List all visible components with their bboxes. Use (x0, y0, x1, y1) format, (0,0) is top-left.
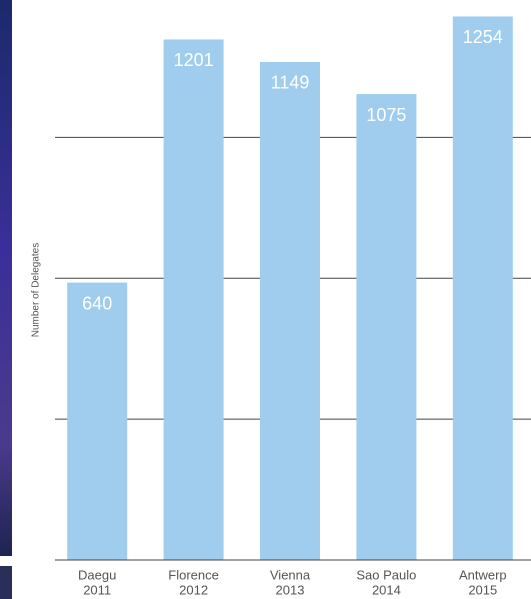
bar (452, 16, 513, 561)
bar (163, 39, 224, 560)
value-label: 1201 (174, 50, 214, 70)
x-tick-label: Florence (168, 567, 219, 582)
x-tick-label: 2012 (179, 582, 208, 597)
x-tick-label: 2011 (83, 582, 111, 597)
x-tick-label: 2014 (372, 582, 401, 597)
value-label: 1149 (271, 73, 310, 93)
x-tick-label: Vienna (270, 567, 311, 582)
value-label: 1075 (366, 105, 406, 125)
value-label: 1254 (463, 27, 503, 47)
x-tick-label: 2013 (276, 582, 305, 597)
y-axis-label: Number of Delegates (31, 243, 42, 338)
value-label: 640 (82, 293, 112, 313)
x-tick-label: Sao Paulo (356, 567, 416, 582)
x-tick-label: Daegu (78, 567, 116, 582)
bar (67, 282, 128, 560)
bar (356, 94, 417, 560)
x-tick-label: Antwerp (459, 567, 507, 582)
background-photo (0, 566, 12, 599)
background-photo (0, 0, 12, 556)
bar (260, 61, 320, 561)
x-tick-label: 2015 (468, 582, 497, 597)
